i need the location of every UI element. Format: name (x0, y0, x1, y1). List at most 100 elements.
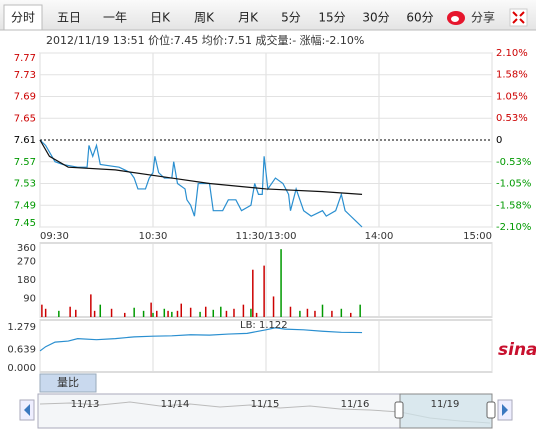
y-tick-label: 7.53 (14, 179, 36, 190)
info-line: 2012/11/19 13:51 价位:7.45 均价:7.51 成交量:- 涨… (46, 33, 364, 47)
tab-bar (0, 0, 536, 30)
tab[interactable]: 周K (194, 11, 215, 25)
y2-tick-label: -2.10% (496, 222, 531, 233)
volume-bar (156, 310, 158, 317)
volume-bar (359, 304, 361, 317)
y-tick-label: 90 (23, 294, 36, 305)
tab[interactable]: 15分 (318, 11, 345, 25)
share-label[interactable]: 分享 (471, 10, 495, 25)
navigator-label: 11/15 (251, 399, 280, 410)
navigator-handle-left[interactable] (394, 401, 404, 419)
volume-bar (199, 311, 201, 317)
indicator-tab-label[interactable]: 量比 (57, 376, 79, 389)
volume-bar (225, 310, 228, 317)
volume-bar (110, 308, 113, 317)
tab[interactable]: 五日 (57, 11, 81, 25)
volume-bar (180, 303, 182, 317)
y-tick-label: 7.57 (14, 157, 36, 168)
y-tick-label: 180 (17, 275, 36, 286)
y-tick-label: 1.279 (7, 322, 36, 333)
volume-bar (171, 311, 173, 317)
volume-bar (340, 308, 343, 317)
x-tick-label: 11:30/13:00 (235, 231, 296, 242)
y-tick-label: 7.73 (14, 70, 36, 81)
volume-bar (314, 310, 316, 317)
volume-bar (90, 294, 92, 317)
volume-bar (299, 310, 301, 317)
y2-tick-label: 2.10% (496, 48, 528, 59)
y-tick-label: 7.69 (14, 92, 36, 103)
y-tick-label: 7.49 (14, 200, 36, 211)
volume-bar (152, 312, 154, 317)
y2-tick-label: -1.05% (496, 179, 531, 190)
y-tick-label: 270 (17, 257, 36, 268)
x-tick-label: 09:30 (40, 231, 69, 242)
tab[interactable]: 30分 (362, 11, 389, 25)
left-arrow (24, 404, 30, 416)
volume-bar (321, 304, 324, 317)
y-tick-label: 0.639 (7, 345, 36, 356)
volume-bar (272, 296, 275, 317)
tab[interactable]: 月K (238, 11, 259, 25)
volume-bar (204, 306, 207, 317)
expand-frame[interactable] (509, 8, 528, 27)
navigator-label: 11/16 (341, 399, 370, 410)
volume-bar (242, 304, 245, 317)
volume-bar (41, 304, 43, 317)
y2-tick-label: -1.58% (496, 200, 531, 211)
expand-button[interactable] (509, 8, 528, 27)
y2-tick-label: 0.53% (496, 113, 528, 124)
y2-tick-label: 0 (496, 135, 502, 146)
indicator-tab[interactable] (39, 373, 97, 393)
volume-bar (163, 308, 166, 317)
navigator-label: 11/14 (161, 399, 190, 410)
volume-bar (263, 265, 265, 317)
volume-bar (306, 308, 309, 317)
navigator-window[interactable] (399, 393, 493, 429)
series-line (39, 139, 363, 228)
y-tick-label: 7.61 (14, 135, 36, 146)
navigator-handle-right[interactable] (486, 401, 496, 419)
volume-bar (189, 307, 192, 317)
volume-bar (93, 310, 96, 317)
expand-icon (512, 11, 525, 24)
y2-tick-label: -0.53% (496, 157, 531, 168)
volume-bar (99, 304, 102, 317)
share-button[interactable]: 分享 (447, 10, 495, 26)
y-tick-label: 7.65 (14, 113, 36, 124)
volume-bar (44, 308, 47, 317)
volume-bar (280, 249, 282, 317)
volume-bar (75, 309, 77, 317)
volume-bar (255, 312, 258, 317)
y-tick-label: 360 (17, 243, 36, 254)
tab[interactable]: 60分 (406, 11, 433, 25)
volume-bar (150, 302, 152, 317)
brand-logo: sina (498, 340, 536, 360)
volume-bar (124, 312, 126, 317)
tab[interactable]: 一年 (103, 11, 127, 25)
volume-bar (133, 307, 135, 317)
volume-bar (220, 306, 222, 317)
volume-bar (250, 308, 252, 317)
y2-tick-label: 1.58% (496, 70, 528, 81)
volume-bar (167, 310, 169, 317)
volume-bar (252, 269, 254, 317)
y-tick-label: 0.000 (7, 363, 36, 374)
volume-bar (69, 306, 71, 317)
volume-bar (176, 310, 179, 317)
series-line (39, 139, 363, 195)
right-arrow (502, 404, 508, 416)
x-tick-label: 15:00 (463, 231, 492, 242)
tab[interactable]: 分时 (11, 11, 35, 25)
y2-tick-label: 1.05% (496, 92, 528, 103)
y-tick-label: 7.77 (14, 53, 36, 64)
tab[interactable]: 5分 (281, 11, 301, 25)
volume-bar (142, 310, 145, 317)
weibo-icon-eye (451, 16, 459, 22)
volume-bar (212, 309, 215, 317)
tab-selected[interactable] (3, 4, 43, 31)
tab[interactable]: 日K (150, 11, 171, 25)
navigator-label: 11/13 (71, 399, 100, 410)
y-tick-label: 7.45 (14, 218, 36, 229)
